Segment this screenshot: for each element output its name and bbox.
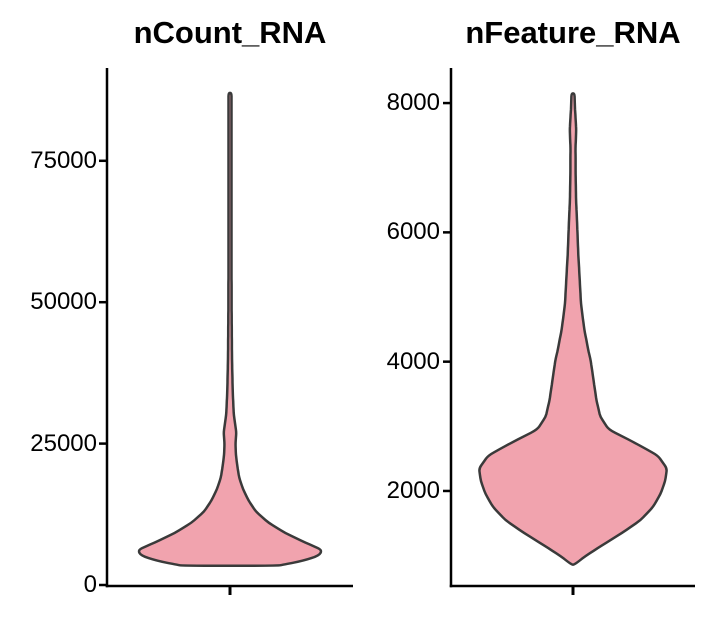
y-tick-label: 2000 [386, 476, 440, 504]
y-tick-label: 8000 [386, 89, 440, 117]
y-tick-label: 25000 [30, 429, 97, 457]
y-tick-label: 75000 [30, 146, 97, 174]
y-tick-label: 50000 [30, 288, 97, 316]
violin-nfeature-rna [478, 92, 668, 566]
y-tick-label: 4000 [386, 347, 440, 375]
panel-title-ncount-rna: nCount_RNA [133, 15, 327, 50]
violin-ncount-rna [137, 91, 323, 568]
y-tick-label: 0 [83, 570, 97, 598]
panel-title-nfeature-rna: nFeature_RNA [465, 15, 681, 50]
y-tick-label: 6000 [386, 218, 440, 246]
